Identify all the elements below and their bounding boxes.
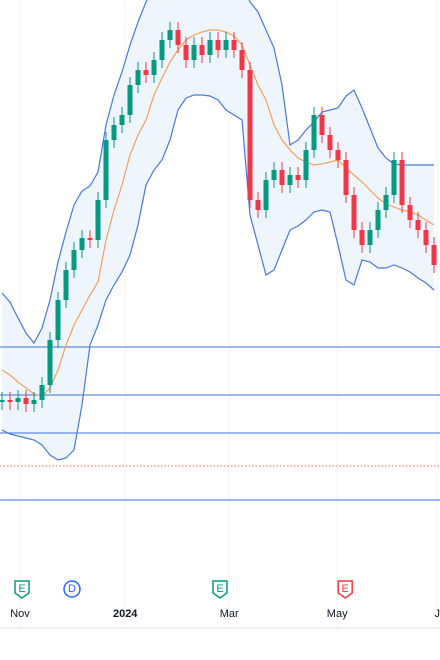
candle-body <box>63 270 69 300</box>
candle-body <box>327 135 333 150</box>
event-icon <box>212 580 228 599</box>
event-icon <box>337 580 353 599</box>
candle-body <box>23 398 29 404</box>
candle-body <box>263 180 269 210</box>
event-label: E <box>216 583 223 595</box>
band-line <box>1 0 434 345</box>
candle-body <box>319 115 325 135</box>
candle-body <box>207 40 213 55</box>
candle-body <box>431 245 437 265</box>
candle-body <box>375 210 381 230</box>
candle-body <box>47 340 53 385</box>
event-icon <box>63 580 81 598</box>
x-tick-label: Mar <box>220 608 239 620</box>
candle-body <box>159 40 165 60</box>
candle-body <box>71 250 77 270</box>
candle-body <box>55 300 61 340</box>
candle-body <box>367 230 373 245</box>
candle-body <box>127 85 133 115</box>
candle-body <box>95 200 101 240</box>
candle-body <box>343 160 349 195</box>
band-fill <box>2 0 434 460</box>
candle-body <box>279 170 285 185</box>
candle-body <box>271 170 277 180</box>
candle-body <box>415 220 421 230</box>
candle-body <box>287 175 293 185</box>
candle-body <box>7 400 13 402</box>
candle-body <box>183 45 189 60</box>
candle-body <box>303 150 309 180</box>
candle-body <box>215 40 221 50</box>
candle-body <box>383 195 389 210</box>
event-label: D <box>68 583 76 595</box>
candle-body <box>199 45 205 55</box>
candle-body <box>423 230 429 245</box>
candle-body <box>15 398 21 402</box>
candle-body <box>223 40 229 50</box>
event-label: E <box>18 583 25 595</box>
candle-body <box>335 150 341 160</box>
event-icon <box>14 580 30 599</box>
candle-body <box>87 238 93 240</box>
plot-area <box>0 0 440 501</box>
candle-body <box>399 160 405 205</box>
candle-body <box>191 45 197 60</box>
candle-body <box>119 115 125 125</box>
candle-body <box>167 30 173 40</box>
band-line <box>1 29 435 397</box>
event-marker[interactable]: E <box>337 580 353 599</box>
candle-body <box>175 30 181 45</box>
candle-body <box>391 160 397 195</box>
x-tick-label: 2024 <box>113 608 138 620</box>
candle-body <box>151 60 157 75</box>
candle-body <box>79 238 85 250</box>
candle-body <box>0 400 5 402</box>
candle-body <box>295 175 301 180</box>
candle-body <box>351 195 357 230</box>
candle-body <box>111 125 117 140</box>
event-marker[interactable]: E <box>14 580 30 599</box>
candle-body <box>231 40 237 50</box>
candle-body <box>359 230 365 245</box>
event-label: E <box>342 583 349 595</box>
band-line <box>1 94 435 461</box>
x-tick-label: Nov <box>10 608 30 620</box>
x-tick-label: May <box>327 608 348 620</box>
candle-body <box>407 205 413 220</box>
candle-body <box>103 140 109 200</box>
event-marker[interactable]: D <box>63 580 81 598</box>
candle-body <box>143 70 149 75</box>
x-tick-label: J <box>434 608 440 620</box>
candle-body <box>255 200 261 210</box>
candle-body <box>247 70 253 200</box>
candle-body <box>311 115 317 150</box>
event-marker[interactable]: E <box>212 580 228 599</box>
candle-body <box>239 50 245 70</box>
candle-body <box>135 70 141 85</box>
candle-body <box>39 385 45 400</box>
x-axis: Nov 2024 Mar May J E D E E <box>10 580 440 620</box>
candle-body <box>31 400 37 404</box>
